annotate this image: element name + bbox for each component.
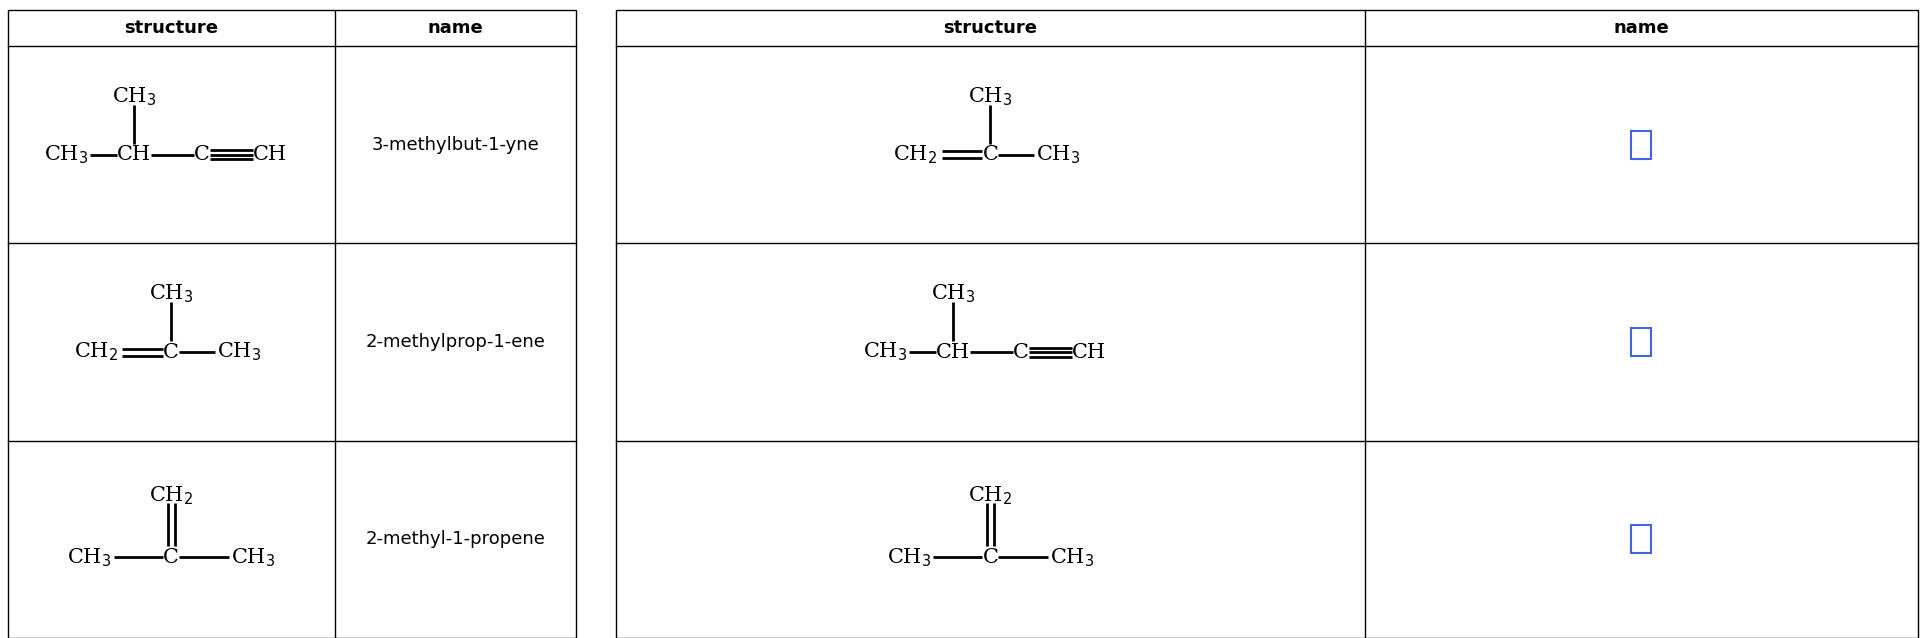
Text: structure: structure (125, 19, 218, 37)
Text: CH$_3$: CH$_3$ (112, 85, 156, 108)
Text: C: C (1013, 343, 1028, 362)
Text: 3-methylbut-1-yne: 3-methylbut-1-yne (372, 136, 539, 154)
Text: CH: CH (1073, 343, 1106, 362)
Text: CH$_3$: CH$_3$ (148, 283, 193, 306)
Text: CH: CH (936, 343, 971, 362)
Text: CH$_2$: CH$_2$ (148, 484, 193, 507)
Bar (616, 10, 1918, 638)
Text: C: C (164, 343, 179, 362)
Text: name: name (1614, 19, 1670, 37)
Bar (1631, 328, 1651, 356)
Text: CH$_3$: CH$_3$ (67, 546, 112, 568)
Text: C: C (195, 145, 210, 164)
Bar (8, 10, 576, 638)
Text: CH$_3$: CH$_3$ (886, 546, 930, 568)
Text: CH$_3$: CH$_3$ (969, 85, 1013, 108)
Bar (1631, 525, 1651, 553)
Text: name: name (428, 19, 483, 37)
Text: CH$_3$: CH$_3$ (44, 144, 89, 166)
Text: CH$_2$: CH$_2$ (894, 144, 938, 166)
Text: C: C (982, 145, 998, 164)
Text: C: C (164, 548, 179, 567)
Text: CH: CH (252, 145, 287, 164)
Text: CH$_3$: CH$_3$ (1036, 144, 1080, 166)
Text: CH$_3$: CH$_3$ (231, 546, 275, 568)
Text: 2-methylprop-1-ene: 2-methylprop-1-ene (366, 333, 545, 351)
Text: structure: structure (944, 19, 1038, 37)
Text: CH$_3$: CH$_3$ (218, 341, 262, 363)
Text: CH: CH (117, 145, 150, 164)
Text: CH$_3$: CH$_3$ (1050, 546, 1094, 568)
Text: CH$_2$: CH$_2$ (969, 484, 1013, 507)
Text: C: C (982, 548, 998, 567)
Text: CH$_3$: CH$_3$ (863, 341, 907, 363)
Text: CH$_3$: CH$_3$ (930, 283, 975, 306)
Bar (1631, 131, 1651, 159)
Text: CH$_2$: CH$_2$ (75, 341, 119, 363)
Text: 2-methyl-1-propene: 2-methyl-1-propene (366, 530, 545, 548)
